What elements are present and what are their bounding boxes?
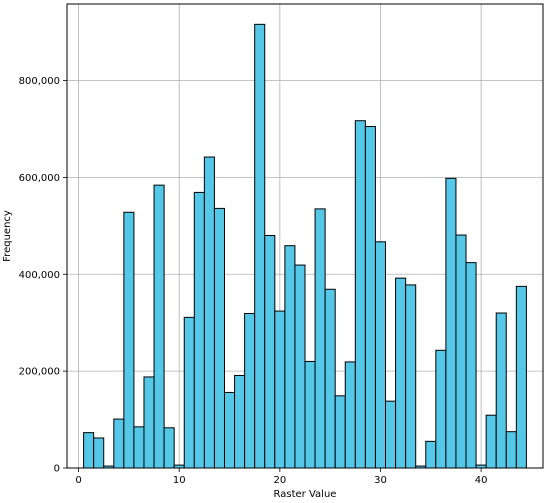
histogram-bar [234, 374, 246, 469]
histogram-bar [284, 245, 296, 469]
histogram-bar [223, 391, 236, 469]
histogram-bar [294, 264, 306, 469]
histogram-bar [385, 400, 397, 469]
histogram-bar [93, 437, 105, 469]
histogram-bar [505, 431, 517, 469]
histogram-bar [364, 126, 376, 469]
histogram-bar [244, 312, 256, 469]
x-tick-label: 40 [475, 475, 488, 486]
histogram-bar [264, 235, 276, 469]
histogram-bar [395, 277, 407, 469]
histogram-bar [203, 156, 215, 469]
histogram-bar [374, 241, 387, 469]
histogram-bar [455, 234, 467, 469]
histogram-bar [83, 432, 95, 469]
x-axis-label: Raster Value [274, 489, 337, 500]
plot-frame [66, 3, 544, 469]
histogram-bar [495, 312, 507, 469]
histogram-bar [133, 426, 145, 469]
histogram-bar [344, 361, 356, 469]
histogram-bar [304, 360, 316, 469]
y-tick-label: 0 [54, 464, 60, 475]
histogram-bar [113, 418, 125, 469]
histogram-bar [405, 284, 417, 469]
y-tick-label: 800,000 [19, 76, 60, 87]
histogram-bar [334, 395, 346, 469]
histogram-bar [425, 440, 437, 469]
histogram-bar [465, 262, 477, 469]
y-tick-label: 600,000 [19, 173, 60, 184]
histogram-bar [123, 211, 135, 469]
histogram-bar [254, 23, 266, 469]
histogram-bar [193, 191, 205, 469]
histogram-bars [83, 23, 527, 469]
histogram-bar [515, 285, 527, 469]
x-tick-label: 30 [374, 475, 387, 486]
x-tick-label: 0 [75, 475, 81, 486]
histogram-bar [324, 288, 336, 469]
axis-ticks: 0 10 20 30 40 0 200,000 400,000 600,000 800,000 [19, 76, 488, 486]
histogram-bar [153, 184, 165, 469]
histogram-bar [435, 349, 447, 469]
histogram-bar [354, 120, 366, 469]
histogram-bar [143, 376, 155, 469]
y-tick-label: 200,000 [19, 367, 60, 378]
histogram-bar [314, 208, 326, 469]
x-tick-label: 20 [273, 475, 286, 486]
histogram-bar [485, 414, 497, 469]
x-tick-label: 10 [173, 475, 186, 486]
histogram-bar [163, 427, 175, 469]
histogram-bar [274, 310, 286, 469]
y-tick-label: 400,000 [19, 270, 60, 281]
histogram-bar [445, 177, 457, 469]
y-axis-label: Frequency [2, 210, 13, 262]
histogram-bar [213, 207, 225, 469]
histogram-bar [183, 316, 195, 469]
